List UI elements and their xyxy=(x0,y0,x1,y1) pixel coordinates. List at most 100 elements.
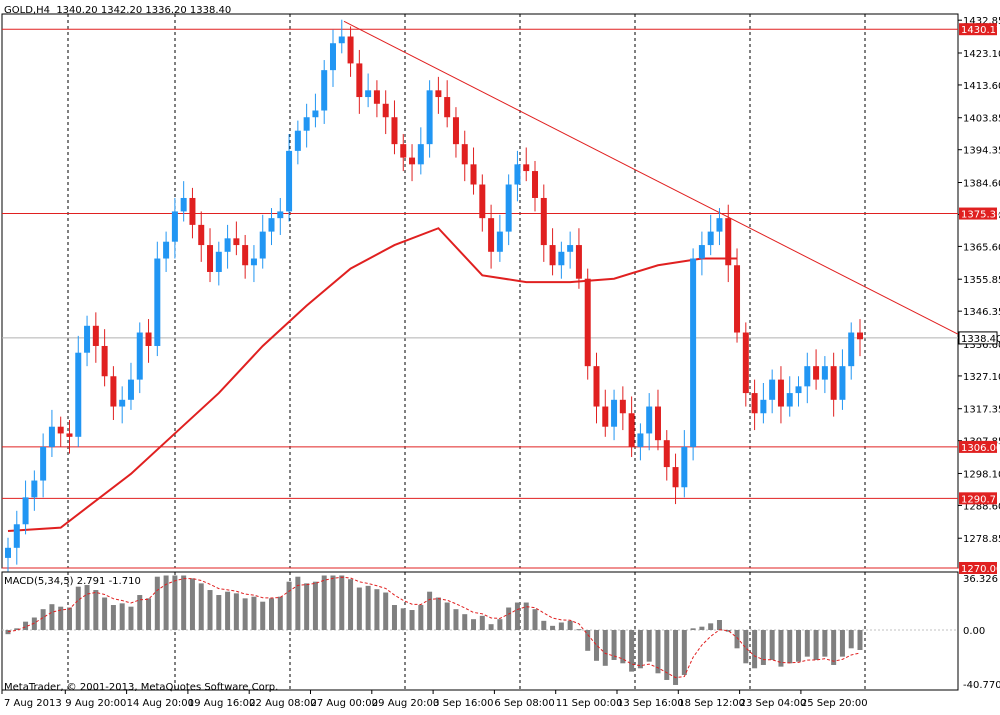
bull-candle xyxy=(760,399,767,414)
macd-histogram-bar xyxy=(734,630,740,649)
macd-histogram-bar xyxy=(611,630,617,660)
current-price-label: 1338.40 xyxy=(961,334,1000,345)
bull-candle xyxy=(224,238,231,252)
macd-histogram-bar xyxy=(427,591,433,630)
time-tick-label: 6 Sep 08:00 xyxy=(494,698,554,709)
bull-candle xyxy=(514,164,521,185)
macd-histogram-bar xyxy=(251,596,257,630)
macd-histogram-bar xyxy=(576,629,582,631)
bull-candle xyxy=(496,231,503,252)
time-tick-label: 3 Sep 16:00 xyxy=(433,698,493,709)
price-tick-label: 1394.35 xyxy=(963,146,1000,157)
bear-candle xyxy=(242,245,249,266)
bear-candle xyxy=(725,218,732,266)
level-label-text: 1375.37 xyxy=(961,210,1000,221)
bull-candle xyxy=(611,399,618,427)
time-tick-label: 22 Aug 08:00 xyxy=(249,698,316,709)
macd-histogram-bar xyxy=(506,607,512,630)
bear-candle xyxy=(523,164,530,172)
time-tick-label: 14 Aug 20:00 xyxy=(127,698,194,709)
time-tick-label: 11 Sep 00:00 xyxy=(556,698,623,709)
macd-histogram-bar xyxy=(295,576,301,630)
symbol-header: GOLD,H4 1340.20 1342.20 1336.20 1338.40 xyxy=(4,5,231,16)
bull-candle xyxy=(119,399,126,407)
bull-candle xyxy=(567,245,574,252)
moving-average-line xyxy=(7,227,738,532)
macd-histogram-bar xyxy=(822,630,828,657)
bear-candle xyxy=(734,265,741,333)
bull-candle xyxy=(338,36,345,44)
macd-histogram-bar xyxy=(383,592,389,630)
macd-histogram-bar xyxy=(839,630,845,657)
bull-candle xyxy=(154,258,161,346)
bear-candle xyxy=(391,117,398,145)
macd-histogram-bar xyxy=(629,630,635,672)
bull-candle xyxy=(259,231,266,259)
bear-candle xyxy=(540,197,547,246)
bull-candle xyxy=(250,258,257,266)
macd-histogram-bar xyxy=(75,586,81,630)
macd-histogram-bar xyxy=(664,630,670,680)
macd-histogram-bar xyxy=(348,579,354,630)
bear-candle xyxy=(356,63,363,98)
macd-histogram-bar xyxy=(40,609,46,630)
price-axis: 1432.85 1423.10 1413.60 1403.85 1394.35 1384.… xyxy=(958,16,1000,575)
level-label-text: 1270.00 xyxy=(961,564,1000,575)
macd-histogram-bar xyxy=(321,575,327,630)
bull-candle xyxy=(646,406,653,434)
level-label-text: 1430.17 xyxy=(961,25,1000,36)
macd-histogram-bar xyxy=(110,605,116,630)
macd-histogram-bar xyxy=(365,585,371,630)
macd-histogram-bar xyxy=(752,630,758,669)
bull-candle xyxy=(171,211,178,242)
bear-candle xyxy=(400,144,407,158)
bear-candle xyxy=(92,325,99,346)
macd-histogram-bar xyxy=(787,630,793,664)
macd-histogram-bar xyxy=(655,630,661,674)
bear-candle xyxy=(452,117,459,145)
macd-histogram-bar xyxy=(23,621,29,630)
bull-candle xyxy=(75,352,82,437)
macd-histogram-bar xyxy=(269,598,275,630)
bull-candle xyxy=(804,366,811,387)
time-tick-label: 18 Sep 12:00 xyxy=(678,698,745,709)
macd-histogram-bar xyxy=(93,590,99,630)
macd-histogram-bar xyxy=(514,602,520,630)
bull-candle xyxy=(698,245,705,259)
level-label-box xyxy=(959,23,997,36)
bear-candle xyxy=(602,406,609,427)
bear-candle xyxy=(435,90,442,98)
bull-candle xyxy=(127,379,134,400)
candles-layer xyxy=(5,19,863,572)
macd-histogram-bar xyxy=(848,630,854,649)
macd-histogram-bar xyxy=(444,602,450,630)
bear-candle xyxy=(742,332,749,394)
macd-histogram-bar xyxy=(796,630,802,662)
macd-histogram-bar xyxy=(374,589,380,630)
level-label-box xyxy=(959,207,997,220)
bull-candle xyxy=(786,393,793,407)
bear-candle xyxy=(584,278,591,367)
bull-candle xyxy=(294,130,301,151)
macd-histogram-bar xyxy=(716,620,722,630)
macd-histogram-bar xyxy=(435,597,441,630)
macd-histogram-bar xyxy=(163,575,169,630)
bear-candle xyxy=(189,197,196,225)
macd-histogram-bar xyxy=(725,630,731,632)
bull-candle xyxy=(268,218,275,232)
bull-candle xyxy=(136,332,143,380)
macd-histogram-bar xyxy=(550,625,556,630)
macd-histogram-bar xyxy=(479,615,485,630)
time-tick-label: 25 Sep 20:00 xyxy=(801,698,868,709)
trendline xyxy=(343,20,959,335)
macd-scale-label: 36.326 xyxy=(963,574,998,585)
bear-candle xyxy=(857,332,863,340)
bull-candle xyxy=(821,366,828,380)
bull-candle xyxy=(426,90,433,145)
macd-histogram-bar xyxy=(277,596,283,630)
bear-candle xyxy=(777,379,784,407)
bear-candle xyxy=(409,157,416,165)
price-tick-label: 1384.60 xyxy=(963,178,1000,189)
